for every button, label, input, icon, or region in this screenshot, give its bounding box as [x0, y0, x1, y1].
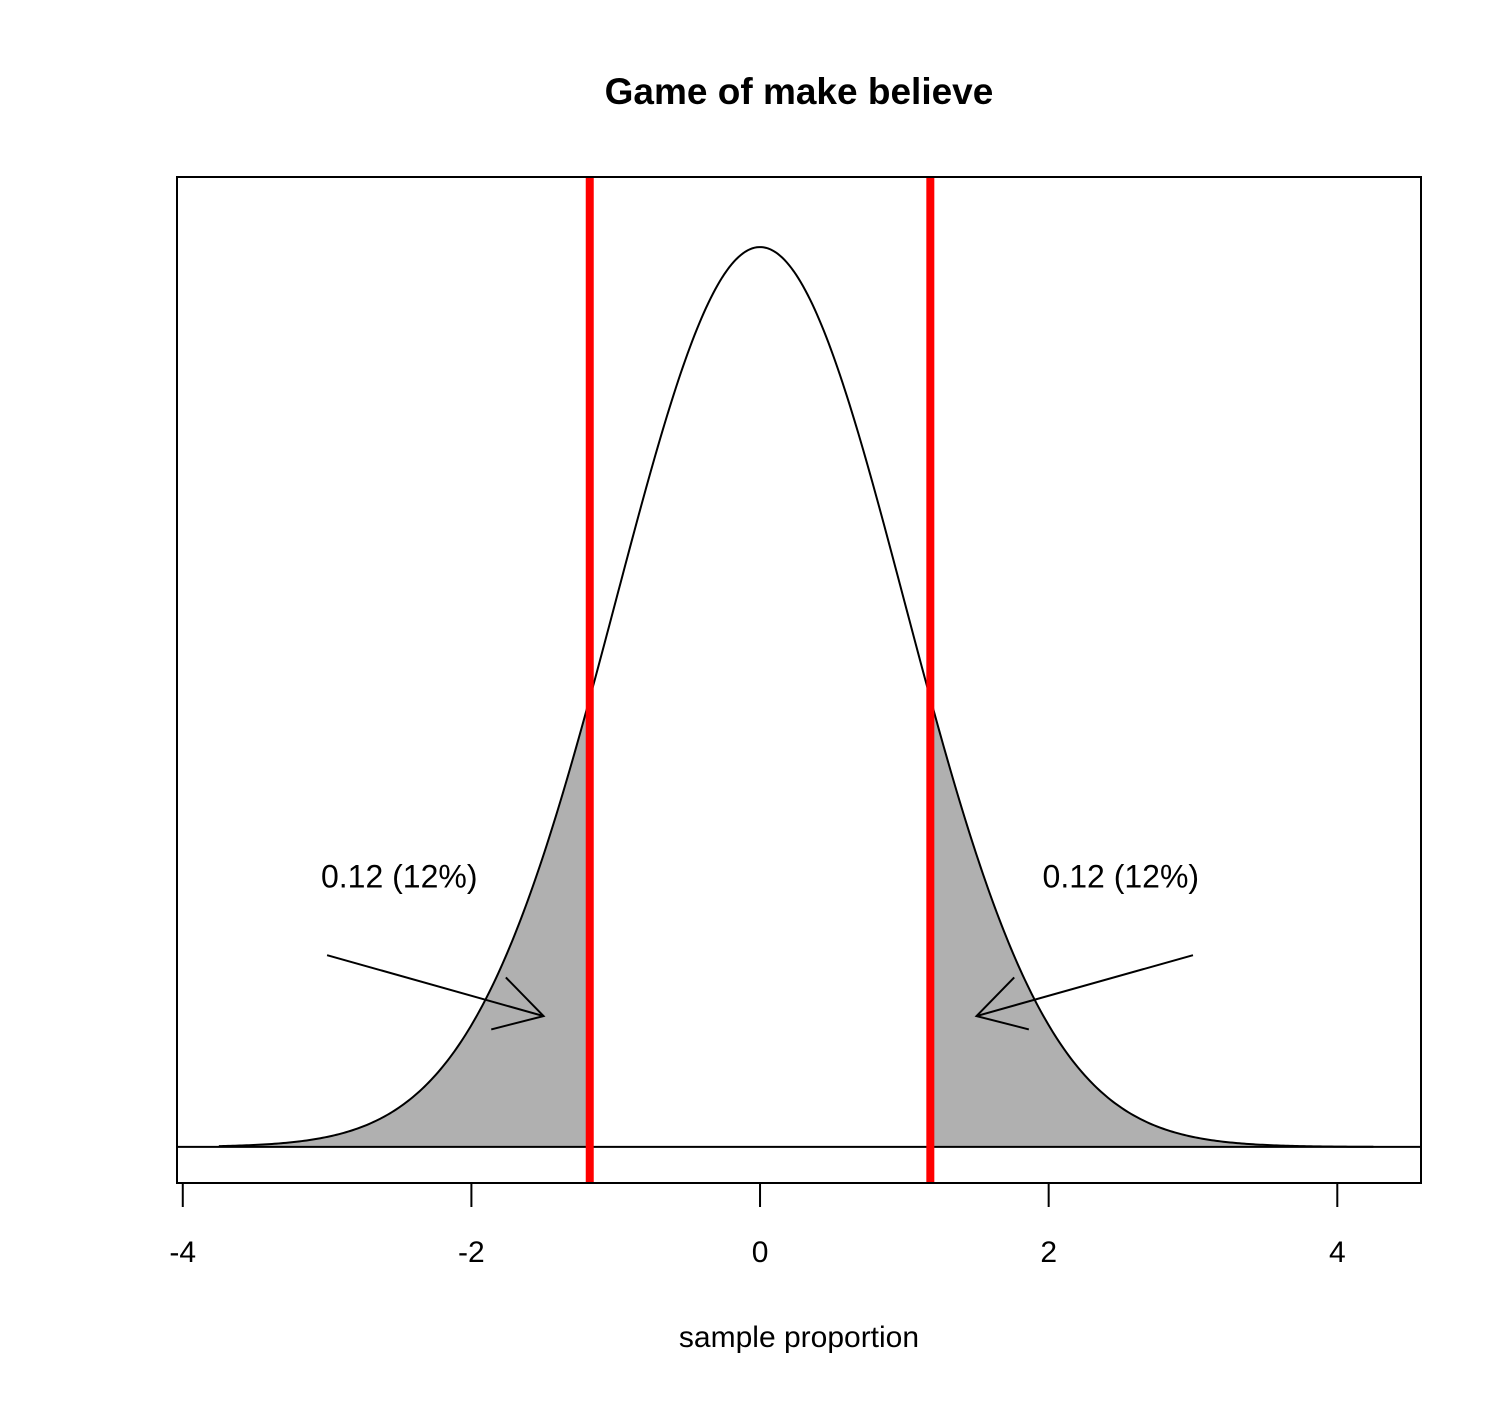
density-curve	[218, 246, 1374, 1148]
left-tail-shade	[218, 698, 590, 1147]
annotation-arrow-left	[326, 954, 544, 1018]
annotation-arrowhead-right	[974, 976, 1030, 1031]
plot-area: 0.12 (12%) 0.12 (12%) -4 -2 0 2 4	[169, 176, 1422, 1269]
x-tick-label: 0	[752, 1236, 769, 1269]
annotation-arrow-right	[976, 954, 1194, 1018]
x-tick-label: 2	[1040, 1236, 1057, 1269]
x-tick-label: 4	[1329, 1236, 1346, 1269]
x-tick-label: -4	[169, 1236, 196, 1269]
annotation-label-right: 0.12 (12%)	[1043, 859, 1200, 895]
annotation-arrowhead-left	[490, 976, 546, 1031]
annotation-label-left: 0.12 (12%)	[321, 859, 478, 895]
plot-box	[176, 176, 1422, 1184]
chart-title: Game of make believe	[605, 71, 994, 112]
x-axis-label: sample proportion	[679, 1321, 919, 1354]
right-tail-shade	[930, 698, 1374, 1147]
x-tick-label: -2	[458, 1236, 485, 1269]
